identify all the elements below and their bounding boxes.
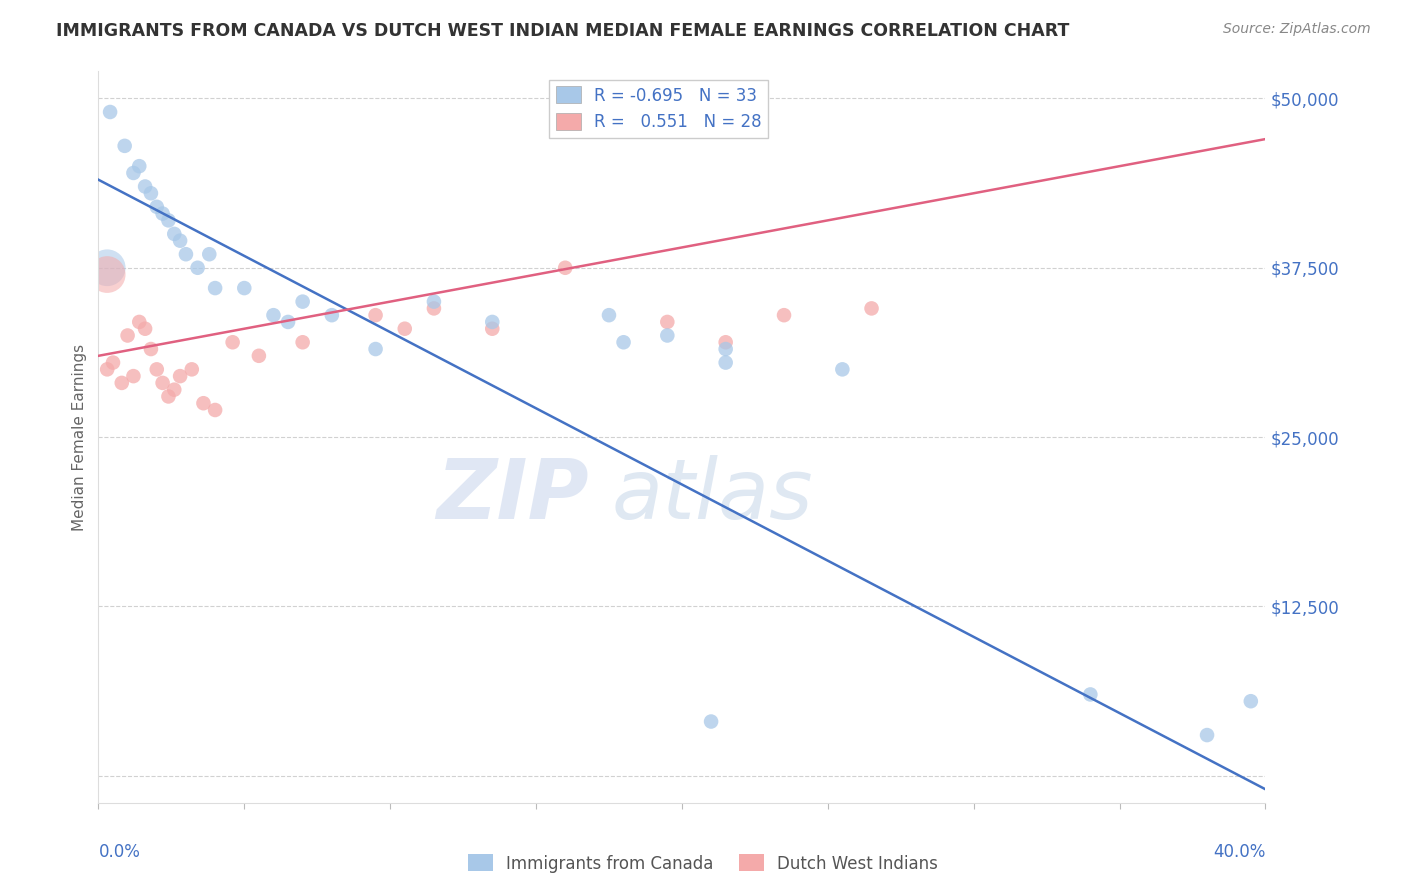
Text: ZIP: ZIP <box>436 455 589 536</box>
Point <box>481 322 503 336</box>
Point <box>96 362 118 376</box>
Point <box>163 227 186 241</box>
Point <box>364 342 387 356</box>
Point <box>481 315 503 329</box>
Point <box>714 355 737 369</box>
Point <box>169 234 191 248</box>
Point <box>139 186 162 201</box>
Y-axis label: Median Female Earnings: Median Female Earnings <box>72 343 87 531</box>
Point <box>714 342 737 356</box>
Point <box>152 376 174 390</box>
Point <box>146 362 169 376</box>
Point <box>831 362 853 376</box>
Text: 40.0%: 40.0% <box>1213 843 1265 861</box>
Point <box>612 335 634 350</box>
Point <box>291 335 314 350</box>
Legend: R = -0.695   N = 33, R =   0.551   N = 28: R = -0.695 N = 33, R = 0.551 N = 28 <box>548 79 768 137</box>
Point <box>423 294 446 309</box>
Point <box>394 322 416 336</box>
Point <box>96 260 118 275</box>
Point <box>134 179 156 194</box>
Point <box>1080 688 1102 702</box>
Legend: Immigrants from Canada, Dutch West Indians: Immigrants from Canada, Dutch West India… <box>461 847 945 880</box>
Text: Source: ZipAtlas.com: Source: ZipAtlas.com <box>1223 22 1371 37</box>
Point <box>139 342 162 356</box>
Point <box>364 308 387 322</box>
Point <box>101 355 124 369</box>
Point <box>128 159 150 173</box>
Point <box>204 281 226 295</box>
Point <box>187 260 209 275</box>
Point <box>1195 728 1218 742</box>
Point <box>157 213 180 227</box>
Point <box>291 294 314 309</box>
Point <box>128 315 150 329</box>
Point <box>860 301 883 316</box>
Point <box>233 281 256 295</box>
Point <box>247 349 270 363</box>
Point <box>122 166 145 180</box>
Point <box>98 105 121 120</box>
Point <box>700 714 723 729</box>
Point <box>157 389 180 403</box>
Point <box>198 247 221 261</box>
Point <box>180 362 202 376</box>
Point <box>221 335 243 350</box>
Point <box>146 200 169 214</box>
Point <box>114 139 136 153</box>
Point <box>163 383 186 397</box>
Point <box>598 308 620 322</box>
Point <box>134 322 156 336</box>
Point <box>321 308 343 322</box>
Point <box>122 369 145 384</box>
Point <box>423 301 446 316</box>
Point <box>152 206 174 220</box>
Text: IMMIGRANTS FROM CANADA VS DUTCH WEST INDIAN MEDIAN FEMALE EARNINGS CORRELATION C: IMMIGRANTS FROM CANADA VS DUTCH WEST IND… <box>56 22 1070 40</box>
Point <box>193 396 215 410</box>
Text: atlas: atlas <box>612 455 814 536</box>
Point <box>174 247 197 261</box>
Point <box>204 403 226 417</box>
Point <box>169 369 191 384</box>
Text: 0.0%: 0.0% <box>98 843 141 861</box>
Point <box>1240 694 1263 708</box>
Point <box>714 335 737 350</box>
Point <box>554 260 576 275</box>
Point <box>657 315 679 329</box>
Point <box>657 328 679 343</box>
Point <box>262 308 284 322</box>
Point <box>773 308 796 322</box>
Point <box>96 268 118 282</box>
Point <box>277 315 299 329</box>
Point <box>111 376 134 390</box>
Point <box>117 328 139 343</box>
